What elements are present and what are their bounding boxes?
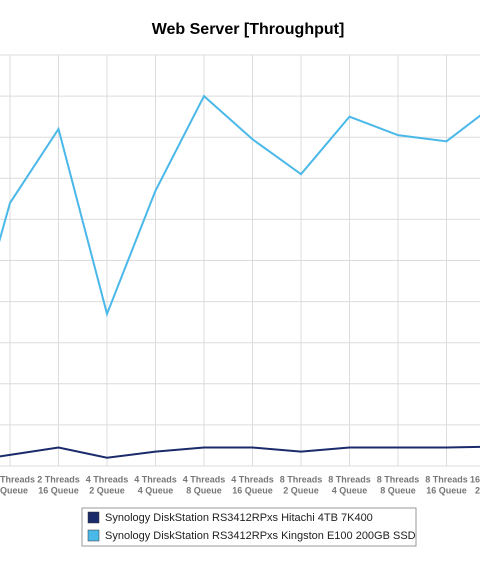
x-tick-label: 8 Queue [380, 485, 416, 495]
chart-title: Web Server [Throughput] [152, 21, 345, 38]
legend-swatch [87, 511, 100, 524]
x-tick-label: 2 [475, 485, 480, 495]
x-tick-label: 4 Queue [332, 485, 368, 495]
legend-label: Synology DiskStation RS3412RPxs Kingston… [105, 530, 416, 542]
legend-label: Synology DiskStation RS3412RPxs Hitachi … [105, 512, 373, 524]
series-line [0, 94, 480, 318]
x-tick-label: Queue [0, 485, 28, 495]
x-tick-label: 8 Threads [328, 474, 371, 484]
legend [81, 507, 417, 547]
x-tick-label: 2 Queue [283, 485, 319, 495]
x-tick-label: 4 Threads [183, 474, 226, 484]
x-tick-label: 16 Queue [38, 485, 79, 495]
x-tick-label: 16 Queue [426, 485, 467, 495]
x-tick-label: 4 Threads [231, 474, 274, 484]
x-tick-label: 4 Queue [138, 485, 174, 495]
x-tick-label: 8 Threads [377, 474, 420, 484]
x-tick-label: 16 [470, 474, 480, 484]
series-line [0, 445, 480, 459]
x-tick-label: 16 Queue [232, 485, 273, 495]
x-tick-label: 2 Queue [89, 485, 125, 495]
x-tick-label: 8 Queue [186, 485, 222, 495]
x-tick-label: 2 Threads [37, 474, 80, 484]
x-tick-label: Threads [0, 474, 35, 484]
x-tick-label: 8 Threads [425, 474, 468, 484]
legend-swatch [87, 529, 100, 542]
x-tick-label: 8 Threads [280, 474, 323, 484]
x-tick-label: 4 Threads [86, 474, 129, 484]
x-tick-label: 4 Threads [134, 474, 177, 484]
